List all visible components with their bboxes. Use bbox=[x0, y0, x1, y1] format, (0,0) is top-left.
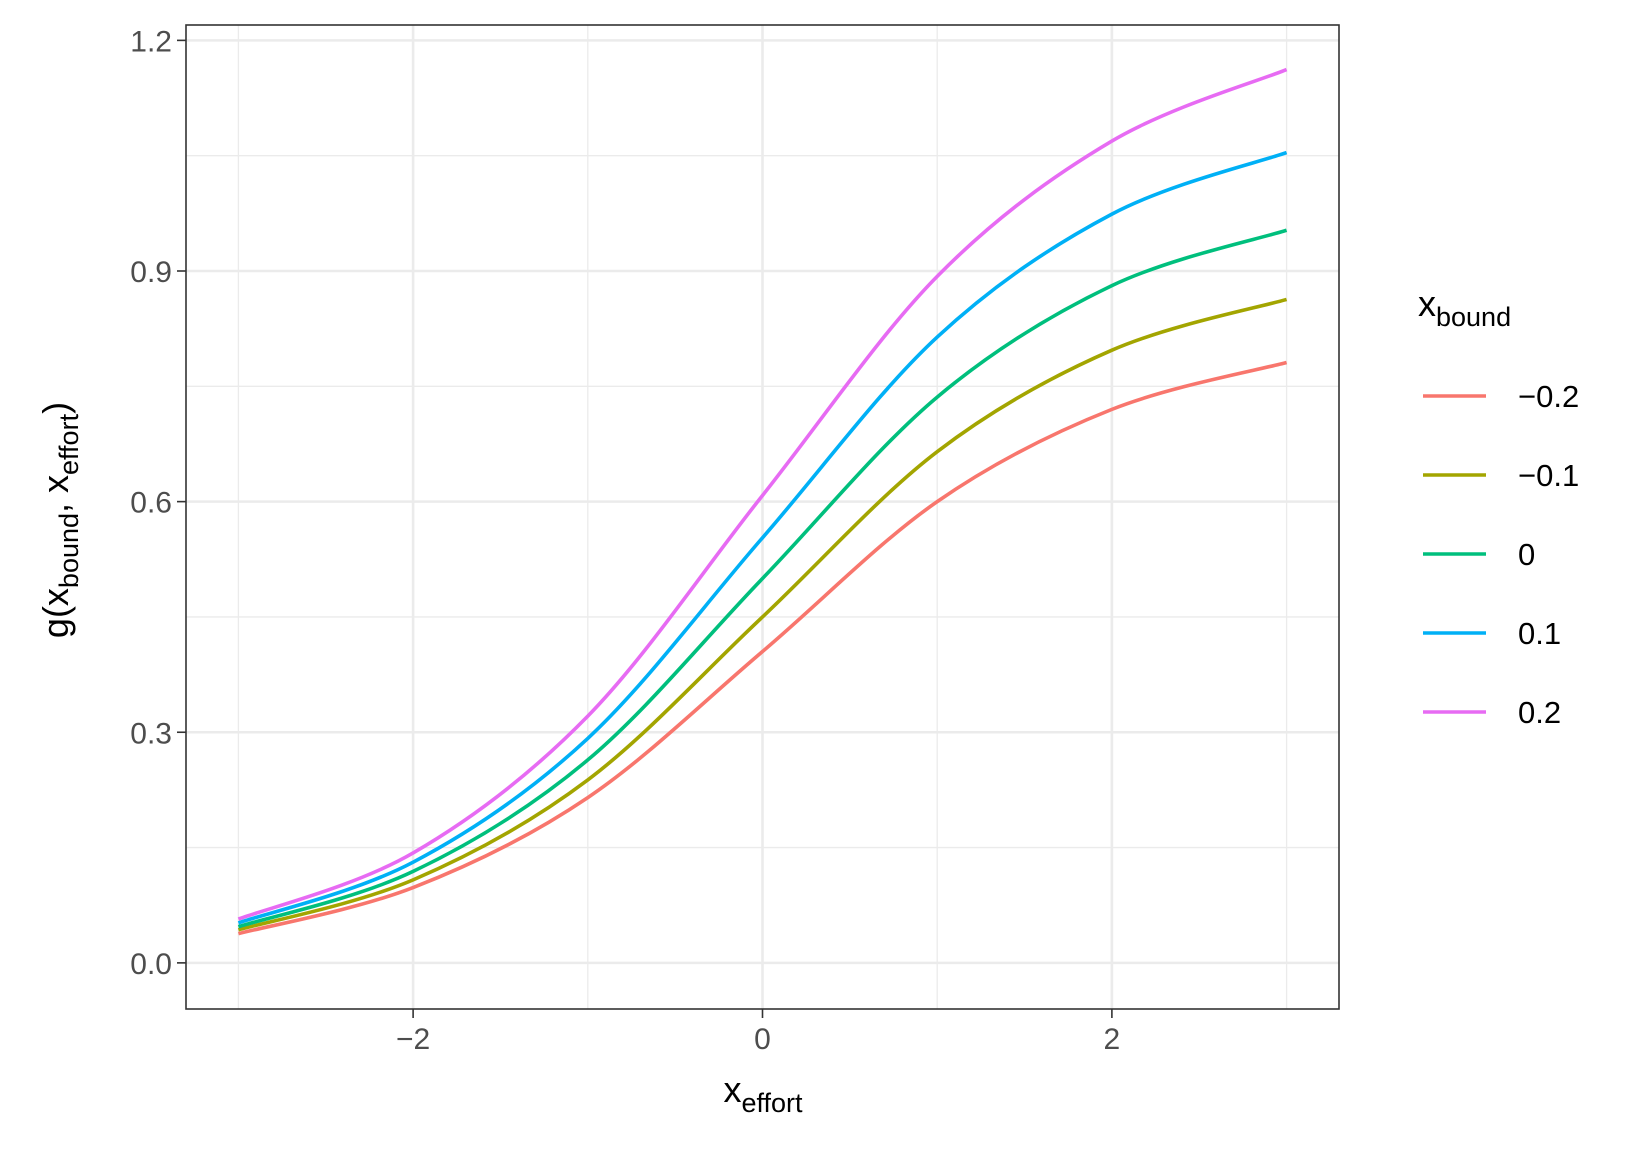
y-axis-title-sub1: bound bbox=[54, 513, 84, 588]
x-tick-label: 0 bbox=[754, 1023, 771, 1056]
series-line-0p2 bbox=[237, 67, 1288, 921]
y-tick-label: 0.6 bbox=[130, 487, 172, 520]
legend-item: 0.1 bbox=[1423, 616, 1561, 651]
series-lines bbox=[237, 67, 1288, 936]
y-tick-label: 0.0 bbox=[130, 948, 172, 981]
legend-item: 0.2 bbox=[1423, 695, 1561, 730]
legend-item: −0.1 bbox=[1423, 458, 1579, 493]
series-line-neg0p2 bbox=[237, 360, 1288, 936]
series-line-0p1 bbox=[237, 150, 1288, 925]
y-tick-label: 0.9 bbox=[130, 256, 172, 289]
legend-item: 0 bbox=[1423, 537, 1535, 572]
x-axis: −2 0 2 bbox=[396, 1009, 1120, 1056]
legend-label: 0 bbox=[1518, 537, 1535, 572]
legend-title: xbound bbox=[1418, 283, 1511, 332]
legend-title-base: x bbox=[1418, 283, 1436, 324]
x-axis-title: xeffort bbox=[723, 1069, 803, 1118]
x-tick-label: 2 bbox=[1104, 1023, 1121, 1056]
x-axis-title-sub: effort bbox=[741, 1088, 803, 1118]
legend-label: −0.2 bbox=[1518, 379, 1579, 414]
y-axis-title-suffix: ) bbox=[35, 402, 76, 414]
legend: xbound −0.2 −0.1 0 0.1 0.2 bbox=[1418, 283, 1579, 730]
legend-item: −0.2 bbox=[1423, 379, 1579, 414]
legend-title-sub: bound bbox=[1436, 302, 1511, 332]
x-axis-title-base: x bbox=[723, 1069, 741, 1110]
y-axis: 0.0 0.3 0.6 0.9 1.2 bbox=[130, 25, 186, 981]
y-axis-title-prefix: g(x bbox=[35, 588, 76, 638]
y-axis-title: g(xbound, xeffort) bbox=[35, 402, 84, 638]
y-axis-title-sub2: effort bbox=[54, 413, 84, 475]
legend-items: −0.2 −0.1 0 0.1 0.2 bbox=[1423, 379, 1579, 730]
legend-label: 0.2 bbox=[1518, 695, 1561, 730]
legend-label: −0.1 bbox=[1518, 458, 1579, 493]
y-tick-label: 1.2 bbox=[130, 25, 172, 58]
series-line-0 bbox=[237, 228, 1288, 929]
series-line-neg0p1 bbox=[237, 297, 1288, 932]
y-axis-title-mid: , x bbox=[35, 475, 76, 513]
legend-label: 0.1 bbox=[1518, 616, 1561, 651]
y-tick-label: 0.3 bbox=[130, 717, 172, 750]
x-tick-label: −2 bbox=[396, 1023, 430, 1056]
